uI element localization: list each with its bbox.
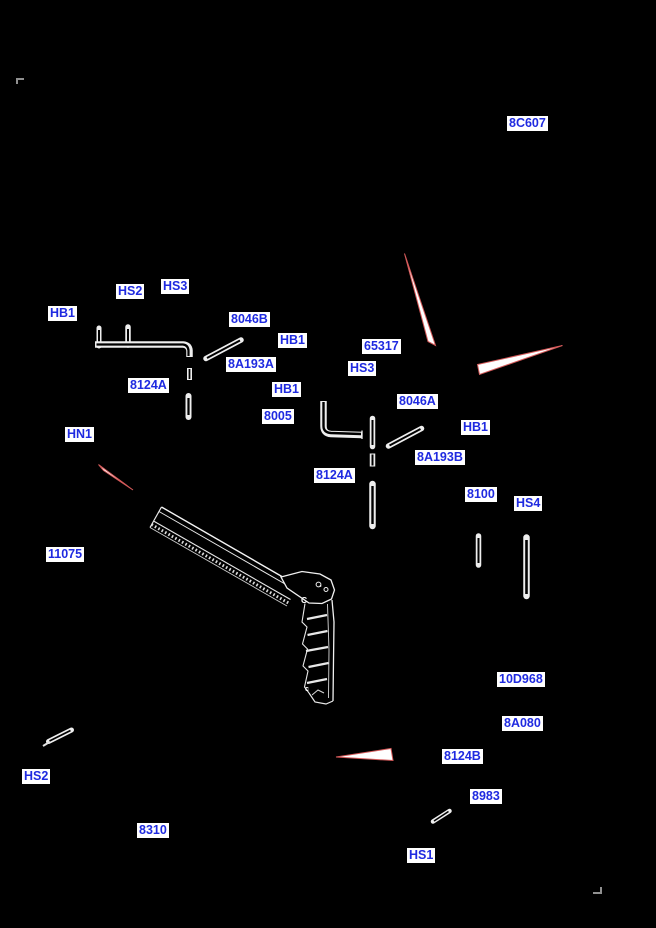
- part-label-8310[interactable]: 8310: [137, 823, 169, 838]
- part-label-11075[interactable]: 11075: [46, 547, 85, 562]
- screw-hs1: [430, 808, 452, 824]
- part-label-8a080[interactable]: 8A080: [502, 716, 543, 731]
- part-label-hs3[interactable]: HS3: [161, 279, 190, 294]
- bracket-mark-lower: c: [305, 686, 309, 693]
- pointer-65317: [404, 253, 437, 347]
- part-label-hs4[interactable]: HS4: [514, 496, 543, 511]
- part-label-8983[interactable]: 8983: [470, 789, 502, 804]
- part-label-hb1-a[interactable]: HB1: [48, 306, 78, 321]
- center-hose-assembly: [320, 401, 425, 530]
- part-label-10d968[interactable]: 10D968: [497, 672, 545, 687]
- radiator-support-beam: [149, 506, 298, 607]
- right-hanger-bolts: [475, 533, 530, 600]
- bolt-hole-icon: [323, 587, 329, 592]
- part-label-hb1-c[interactable]: HB1: [272, 382, 302, 397]
- mounting-bar-assembly: [95, 324, 244, 420]
- part-label-hs2-b[interactable]: HS2: [22, 769, 51, 784]
- top-left-corner-mark: [16, 78, 24, 84]
- part-label-8100[interactable]: 8100: [465, 487, 497, 502]
- part-label-8046a[interactable]: 8046A: [397, 394, 438, 409]
- part-label-8046b[interactable]: 8046B: [229, 312, 270, 327]
- pointer-callouts: [98, 253, 563, 762]
- part-label-8005[interactable]: 8005: [262, 409, 294, 424]
- part-label-hn1[interactable]: HN1: [65, 427, 95, 442]
- part-label-65317[interactable]: 65317: [362, 339, 401, 354]
- part-label-8a193b[interactable]: 8A193B: [415, 450, 465, 465]
- part-label-hs3-b[interactable]: HS3: [348, 361, 377, 376]
- part-label-hs1[interactable]: HS1: [407, 848, 436, 863]
- bracket-mark-upper: C: [301, 595, 307, 605]
- bolt-dot-icon: [319, 585, 322, 587]
- bottom-right-corner-mark: [593, 887, 602, 894]
- part-label-hb1-d[interactable]: HB1: [461, 420, 491, 435]
- part-label-8124a-b[interactable]: 8124A: [314, 468, 355, 483]
- screw-hs2: [42, 727, 74, 747]
- pointer-8124b: [335, 747, 394, 762]
- beam-end-bracket: C c: [280, 570, 336, 705]
- part-label-hs2[interactable]: HS2: [116, 284, 145, 299]
- part-label-hb1-b[interactable]: HB1: [278, 333, 308, 348]
- part-label-8124a[interactable]: 8124A: [128, 378, 169, 393]
- pointer-hn1: [98, 464, 134, 491]
- part-label-8a193a[interactable]: 8A193A: [226, 357, 276, 372]
- pointer-right: [476, 345, 563, 376]
- part-label-8124b[interactable]: 8124B: [442, 749, 483, 764]
- part-label-8c607[interactable]: 8C607: [507, 116, 548, 131]
